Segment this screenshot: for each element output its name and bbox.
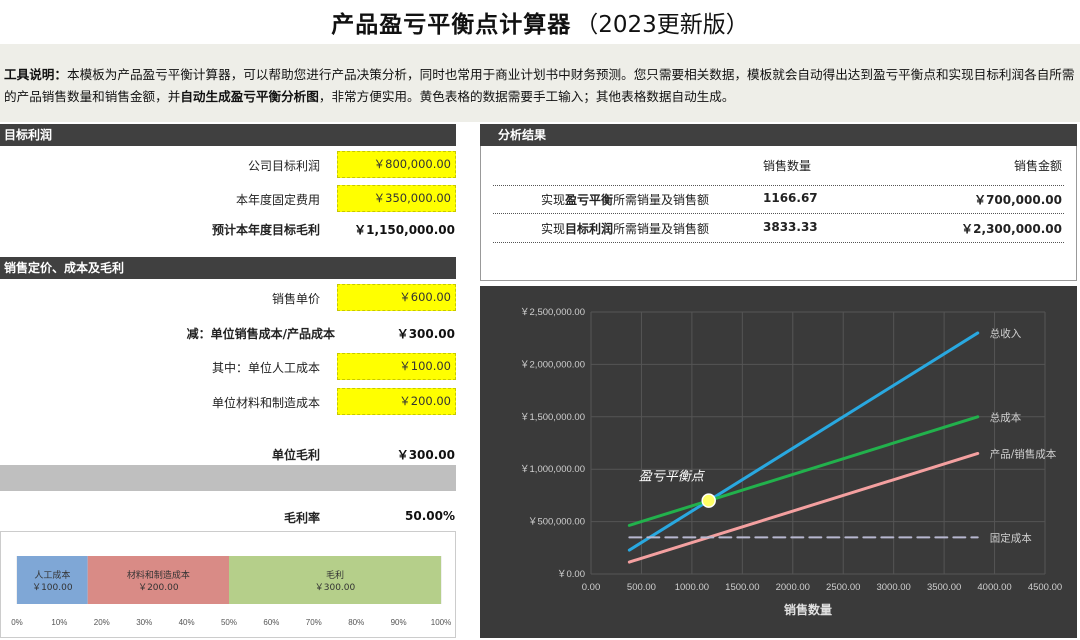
y-tick-label: ￥1,500,000.00 xyxy=(520,412,585,423)
target-qty: 3833.33 xyxy=(763,220,818,234)
fixed-cost-label: 本年度固定费用 xyxy=(235,193,320,207)
cost-composition-chart: 0% 10% 20% 30% 40% 50% 60% 70% 80% 90% 100% 人工成本 ￥10… xyxy=(0,531,456,638)
x-tick-label: 1500.00 xyxy=(725,582,759,593)
y-tick-label: ￥500,000.00 xyxy=(528,517,585,528)
breakeven-label-emph: 盈亏平衡 xyxy=(565,193,614,207)
description-text-2: ，非常方便实用。黄色表格的数据需要手工输入；其他表格数据自动生成。 xyxy=(318,89,735,104)
target-label-emph: 目标利润 xyxy=(565,222,614,236)
mini-tick-label: 50% xyxy=(221,618,237,627)
x-tick-label: 0.00 xyxy=(582,582,601,593)
mini-bar-segment xyxy=(17,556,88,604)
section-header-target-profit: 目标利润 xyxy=(0,124,456,146)
series-line xyxy=(627,331,980,552)
page-title-edition: （2023更新版） xyxy=(575,12,749,38)
mini-segment-value: ￥300.00 xyxy=(315,583,356,593)
results-row-breakeven-label: 实现盈亏平衡所需销量及销售额 xyxy=(541,191,709,208)
series-label: 总成本 xyxy=(990,411,1022,424)
mini-tick-label: 80% xyxy=(348,618,364,627)
x-tick-label: 500.00 xyxy=(627,582,656,593)
price-input[interactable]: ￥600.00 xyxy=(337,284,456,311)
breakeven-label-pre: 实现 xyxy=(541,193,566,207)
mini-tick-label: 90% xyxy=(391,618,407,627)
y-tick-label: ￥2,500,000.00 xyxy=(520,307,585,318)
series-label: 总收入 xyxy=(990,327,1022,340)
y-tick-label: ￥0.00 xyxy=(557,569,585,580)
section-header-results: 分析结果 xyxy=(480,124,1077,146)
results-col-qty: 销售数量 xyxy=(763,159,812,173)
results-rule-bottom xyxy=(493,242,1064,243)
target-amount: ￥2,300,000.00 xyxy=(961,222,1062,236)
x-tick-label: 4500.00 xyxy=(1028,582,1062,593)
x-tick-label: 1000.00 xyxy=(675,582,709,593)
company-target-label: 公司目标利润 xyxy=(247,159,320,173)
x-axis-title: 销售数量 xyxy=(784,602,832,617)
mini-tick-label: 30% xyxy=(136,618,152,627)
breakeven-amount: ￥700,000.00 xyxy=(974,193,1062,207)
mini-segment-value: ￥100.00 xyxy=(32,583,73,593)
mini-bar-segment xyxy=(87,556,229,604)
mini-segment-name: 材料和制造成本 xyxy=(127,569,190,581)
title-bar: 产品盈亏平衡点计算器 （2023更新版） xyxy=(0,0,1080,44)
mini-segment-value: ￥200.00 xyxy=(138,583,179,593)
x-tick-label: 3500.00 xyxy=(927,582,961,593)
margin-rate-value: 50.00% xyxy=(405,509,455,523)
unit-margin-label: 单位毛利 xyxy=(271,448,320,462)
y-tick-label: ￥2,000,000.00 xyxy=(520,359,585,370)
target-label-post: 所需销量及销售额 xyxy=(613,222,710,236)
mini-tick-label: 60% xyxy=(263,618,279,627)
series-label: 固定成本 xyxy=(990,531,1032,544)
x-tick-label: 4000.00 xyxy=(977,582,1011,593)
series-line xyxy=(627,415,980,527)
x-tick-label: 2000.00 xyxy=(776,582,810,593)
mini-segment-name: 人工成本 xyxy=(34,569,70,581)
material-cost-label: 单位材料和制造成本 xyxy=(211,396,320,410)
description-label: 工具说明： xyxy=(4,67,67,82)
unit-cost-value: ￥300.00 xyxy=(396,327,455,341)
results-rule-top xyxy=(493,185,1064,186)
breakeven-chart: 0.00 500.00 1000.00 1500.00 2000.00 2500.00 30… xyxy=(480,286,1077,638)
results-col-amount: 销售金额 xyxy=(1013,159,1062,173)
x-tick-label: 3000.00 xyxy=(876,582,910,593)
mini-tick-label: 70% xyxy=(306,618,322,627)
divider-band xyxy=(0,465,456,491)
results-row-target-label: 实现目标利润所需销量及销售额 xyxy=(541,220,709,237)
mini-tick-label: 10% xyxy=(51,618,67,627)
mini-tick-label: 20% xyxy=(94,618,110,627)
results-header-label: 分析结果 xyxy=(498,128,547,142)
target-label-pre: 实现 xyxy=(541,222,566,236)
gross-target-value: ￥1,150,000.00 xyxy=(354,223,455,237)
description-emphasis: 自动生成盈亏平衡分析图 xyxy=(180,89,319,104)
unit-cost-label: 减：单位销售成本/产品成本 xyxy=(186,327,335,341)
material-cost-input[interactable]: ￥200.00 xyxy=(337,388,456,415)
fixed-cost-input[interactable]: ￥350,000.00 xyxy=(337,185,456,212)
unit-margin-value: ￥300.00 xyxy=(396,448,455,462)
series-line xyxy=(627,451,980,564)
series-label: 产品/销售成本 xyxy=(990,447,1057,460)
company-target-input[interactable]: ￥800,000.00 xyxy=(337,151,456,178)
breakeven-point-label: 盈亏平衡点 xyxy=(639,470,706,485)
mini-tick-label: 100% xyxy=(431,618,451,627)
page-title: 产品盈亏平衡点计算器 xyxy=(331,12,572,38)
mini-bar-segment xyxy=(229,556,441,604)
breakeven-chart-svg: 0.00 500.00 1000.00 1500.00 2000.00 2500.00 30… xyxy=(520,307,1062,617)
mini-tick-label: 40% xyxy=(179,618,195,627)
gross-target-label: 预计本年度目标毛利 xyxy=(211,223,320,237)
breakeven-point-marker xyxy=(701,493,716,508)
price-label: 销售单价 xyxy=(271,292,320,306)
description-text-1: 本模板为产品盈亏平衡计算器，可以帮助您进行产品决策分析，同时也常用于商业计划书中… xyxy=(4,67,1075,104)
breakeven-qty: 1166.67 xyxy=(763,191,818,205)
mini-tick-label: 0% xyxy=(11,618,23,627)
tool-description: 工具说明：本模板为产品盈亏平衡计算器，可以帮助您进行产品决策分析，同时也常用于商… xyxy=(0,44,1080,122)
section-header-pricing: 销售定价、成本及毛利 xyxy=(0,257,456,279)
labor-cost-input[interactable]: ￥100.00 xyxy=(337,353,456,380)
margin-rate-label: 毛利率 xyxy=(283,511,320,525)
labor-cost-label: 其中：单位人工成本 xyxy=(211,361,320,375)
cost-composition-svg: 0% 10% 20% 30% 40% 50% 60% 70% 80% 90% 100% 人工成本 ￥10… xyxy=(11,556,451,627)
mini-segment-name: 毛利 xyxy=(326,569,344,581)
y-tick-label: ￥1,000,000.00 xyxy=(520,464,585,475)
breakeven-label-post: 所需销量及销售额 xyxy=(613,193,710,207)
x-tick-label: 2500.00 xyxy=(826,582,860,593)
results-table: 销售数量 销售金额 实现盈亏平衡所需销量及销售额 1166.67 ￥700,00… xyxy=(480,146,1077,281)
results-rule-mid xyxy=(493,213,1064,214)
